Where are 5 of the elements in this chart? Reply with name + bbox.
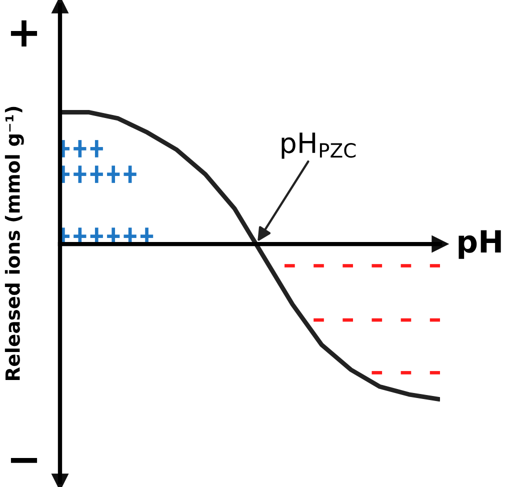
y-axis-title: Released ions (mmol g⁻¹): [4, 106, 24, 380]
x-axis-title: pH: [458, 230, 501, 259]
text: +: [10, 20, 38, 46]
annotation: pH$_{PZC}$: [282, 132, 356, 159]
text: −: [10, 458, 38, 463]
